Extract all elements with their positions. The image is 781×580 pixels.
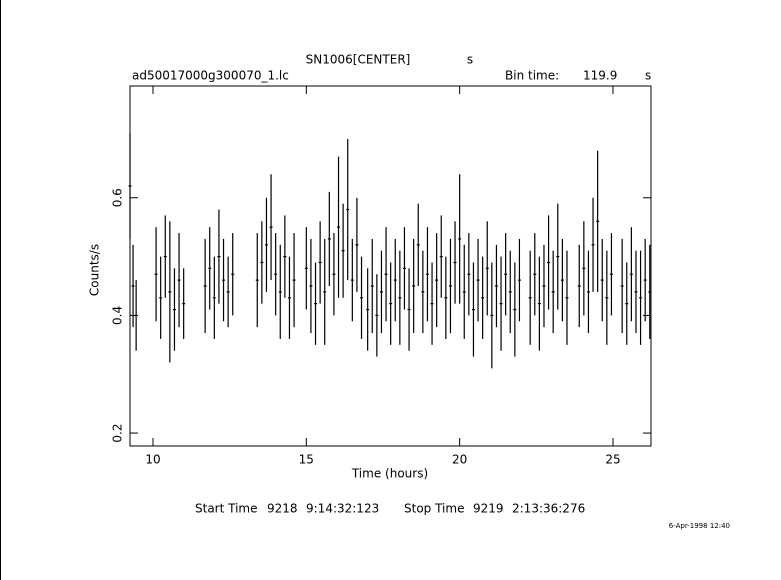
x-tick-label: 15 <box>299 453 314 467</box>
start-day: 9218 <box>267 502 298 516</box>
y-tick-label: 0.2 <box>111 424 125 443</box>
plot-frame <box>129 85 652 447</box>
y-axis-label: Counts/s <box>88 244 102 296</box>
stop-time: 2:13:36:276 <box>512 502 585 516</box>
date-stamp: 6-Apr-1998 12:40 <box>669 522 730 530</box>
title-unit: s <box>467 53 473 67</box>
y-tick-label: 0.6 <box>111 188 125 207</box>
start-time: 9:14:32:123 <box>306 502 379 516</box>
file-name: ad50017000g300070_1.lc <box>132 69 289 83</box>
y-tick-label: 0.4 <box>111 306 125 325</box>
x-tick-label: 20 <box>452 453 467 467</box>
stop-day: 9219 <box>473 502 504 516</box>
x-tick-label: 25 <box>605 453 620 467</box>
x-axis-label: Time (hours) <box>351 467 428 481</box>
bin-time-label: Bin time: <box>505 69 559 83</box>
start-label: Start Time <box>195 502 258 516</box>
bin-time: 119.9 <box>583 69 617 83</box>
stop-label: Stop Time <box>404 502 464 516</box>
chart-title: SN1006[CENTER] <box>306 53 411 67</box>
x-tick-label: 10 <box>145 453 160 467</box>
bin-time-unit: s <box>645 69 651 83</box>
